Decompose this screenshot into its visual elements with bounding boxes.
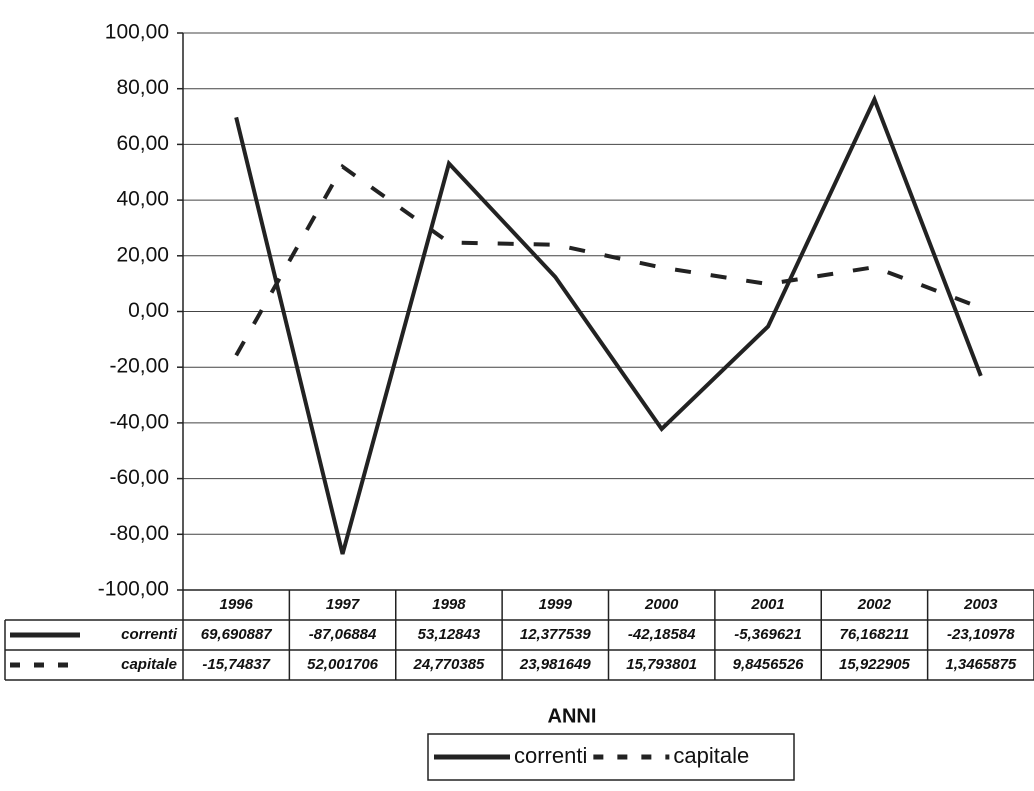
table-cell: -23,10978 — [947, 626, 1015, 643]
y-tick-label: -80,00 — [109, 522, 169, 545]
table-cell: 53,12843 — [418, 626, 481, 643]
y-tick-label: 80,00 — [116, 76, 169, 99]
y-tick-label: -40,00 — [109, 410, 169, 433]
y-tick-label: 20,00 — [116, 243, 169, 266]
table-cell: -15,74837 — [202, 656, 270, 673]
table-cell: 12,377539 — [520, 626, 592, 643]
table-cell: 9,8456526 — [733, 656, 805, 673]
table-cell: -42,18584 — [628, 626, 696, 643]
table-cell: 76,168211 — [840, 626, 910, 643]
series-line — [234, 94, 983, 555]
y-tick-label: 40,00 — [116, 188, 169, 211]
y-tick-label: 0,00 — [128, 299, 169, 322]
y-tick-label: 100,00 — [105, 21, 169, 44]
y-tick-label: -20,00 — [109, 355, 169, 378]
table-cell: 52,001706 — [307, 656, 379, 673]
table-cell: -87,06884 — [309, 626, 377, 643]
legend-label: correnti — [514, 743, 587, 768]
x-tick-label: 1999 — [539, 596, 573, 613]
table-cell: 69,690887 — [201, 626, 273, 643]
legend-box — [427, 733, 795, 781]
table-cell: 23,981649 — [519, 656, 592, 673]
legend-label: capitale — [673, 743, 749, 768]
x-tick-label: 2001 — [750, 596, 784, 613]
series-line — [234, 163, 982, 357]
x-tick-label: 1998 — [432, 596, 466, 613]
x-tick-label: 2003 — [963, 596, 998, 613]
table-cell: 15,922905 — [839, 656, 911, 673]
table-cell: 15,793801 — [626, 656, 697, 673]
x-axis-label: ANNI — [548, 705, 597, 727]
table-cell: -5,369621 — [734, 626, 802, 643]
table-row-label: correnti — [121, 626, 178, 643]
x-tick-label: 1997 — [326, 596, 360, 613]
table-row-label: capitale — [121, 656, 177, 673]
y-tick-label: -100,00 — [98, 578, 169, 601]
table-cell: 1,3465875 — [945, 656, 1017, 673]
x-tick-label: 2000 — [644, 596, 679, 613]
table-cell: 24,770385 — [412, 656, 485, 673]
y-tick-label: -60,00 — [109, 466, 169, 489]
x-tick-label: 2002 — [857, 596, 892, 613]
y-tick-label: 60,00 — [116, 132, 169, 155]
x-tick-label: 1996 — [220, 596, 254, 613]
